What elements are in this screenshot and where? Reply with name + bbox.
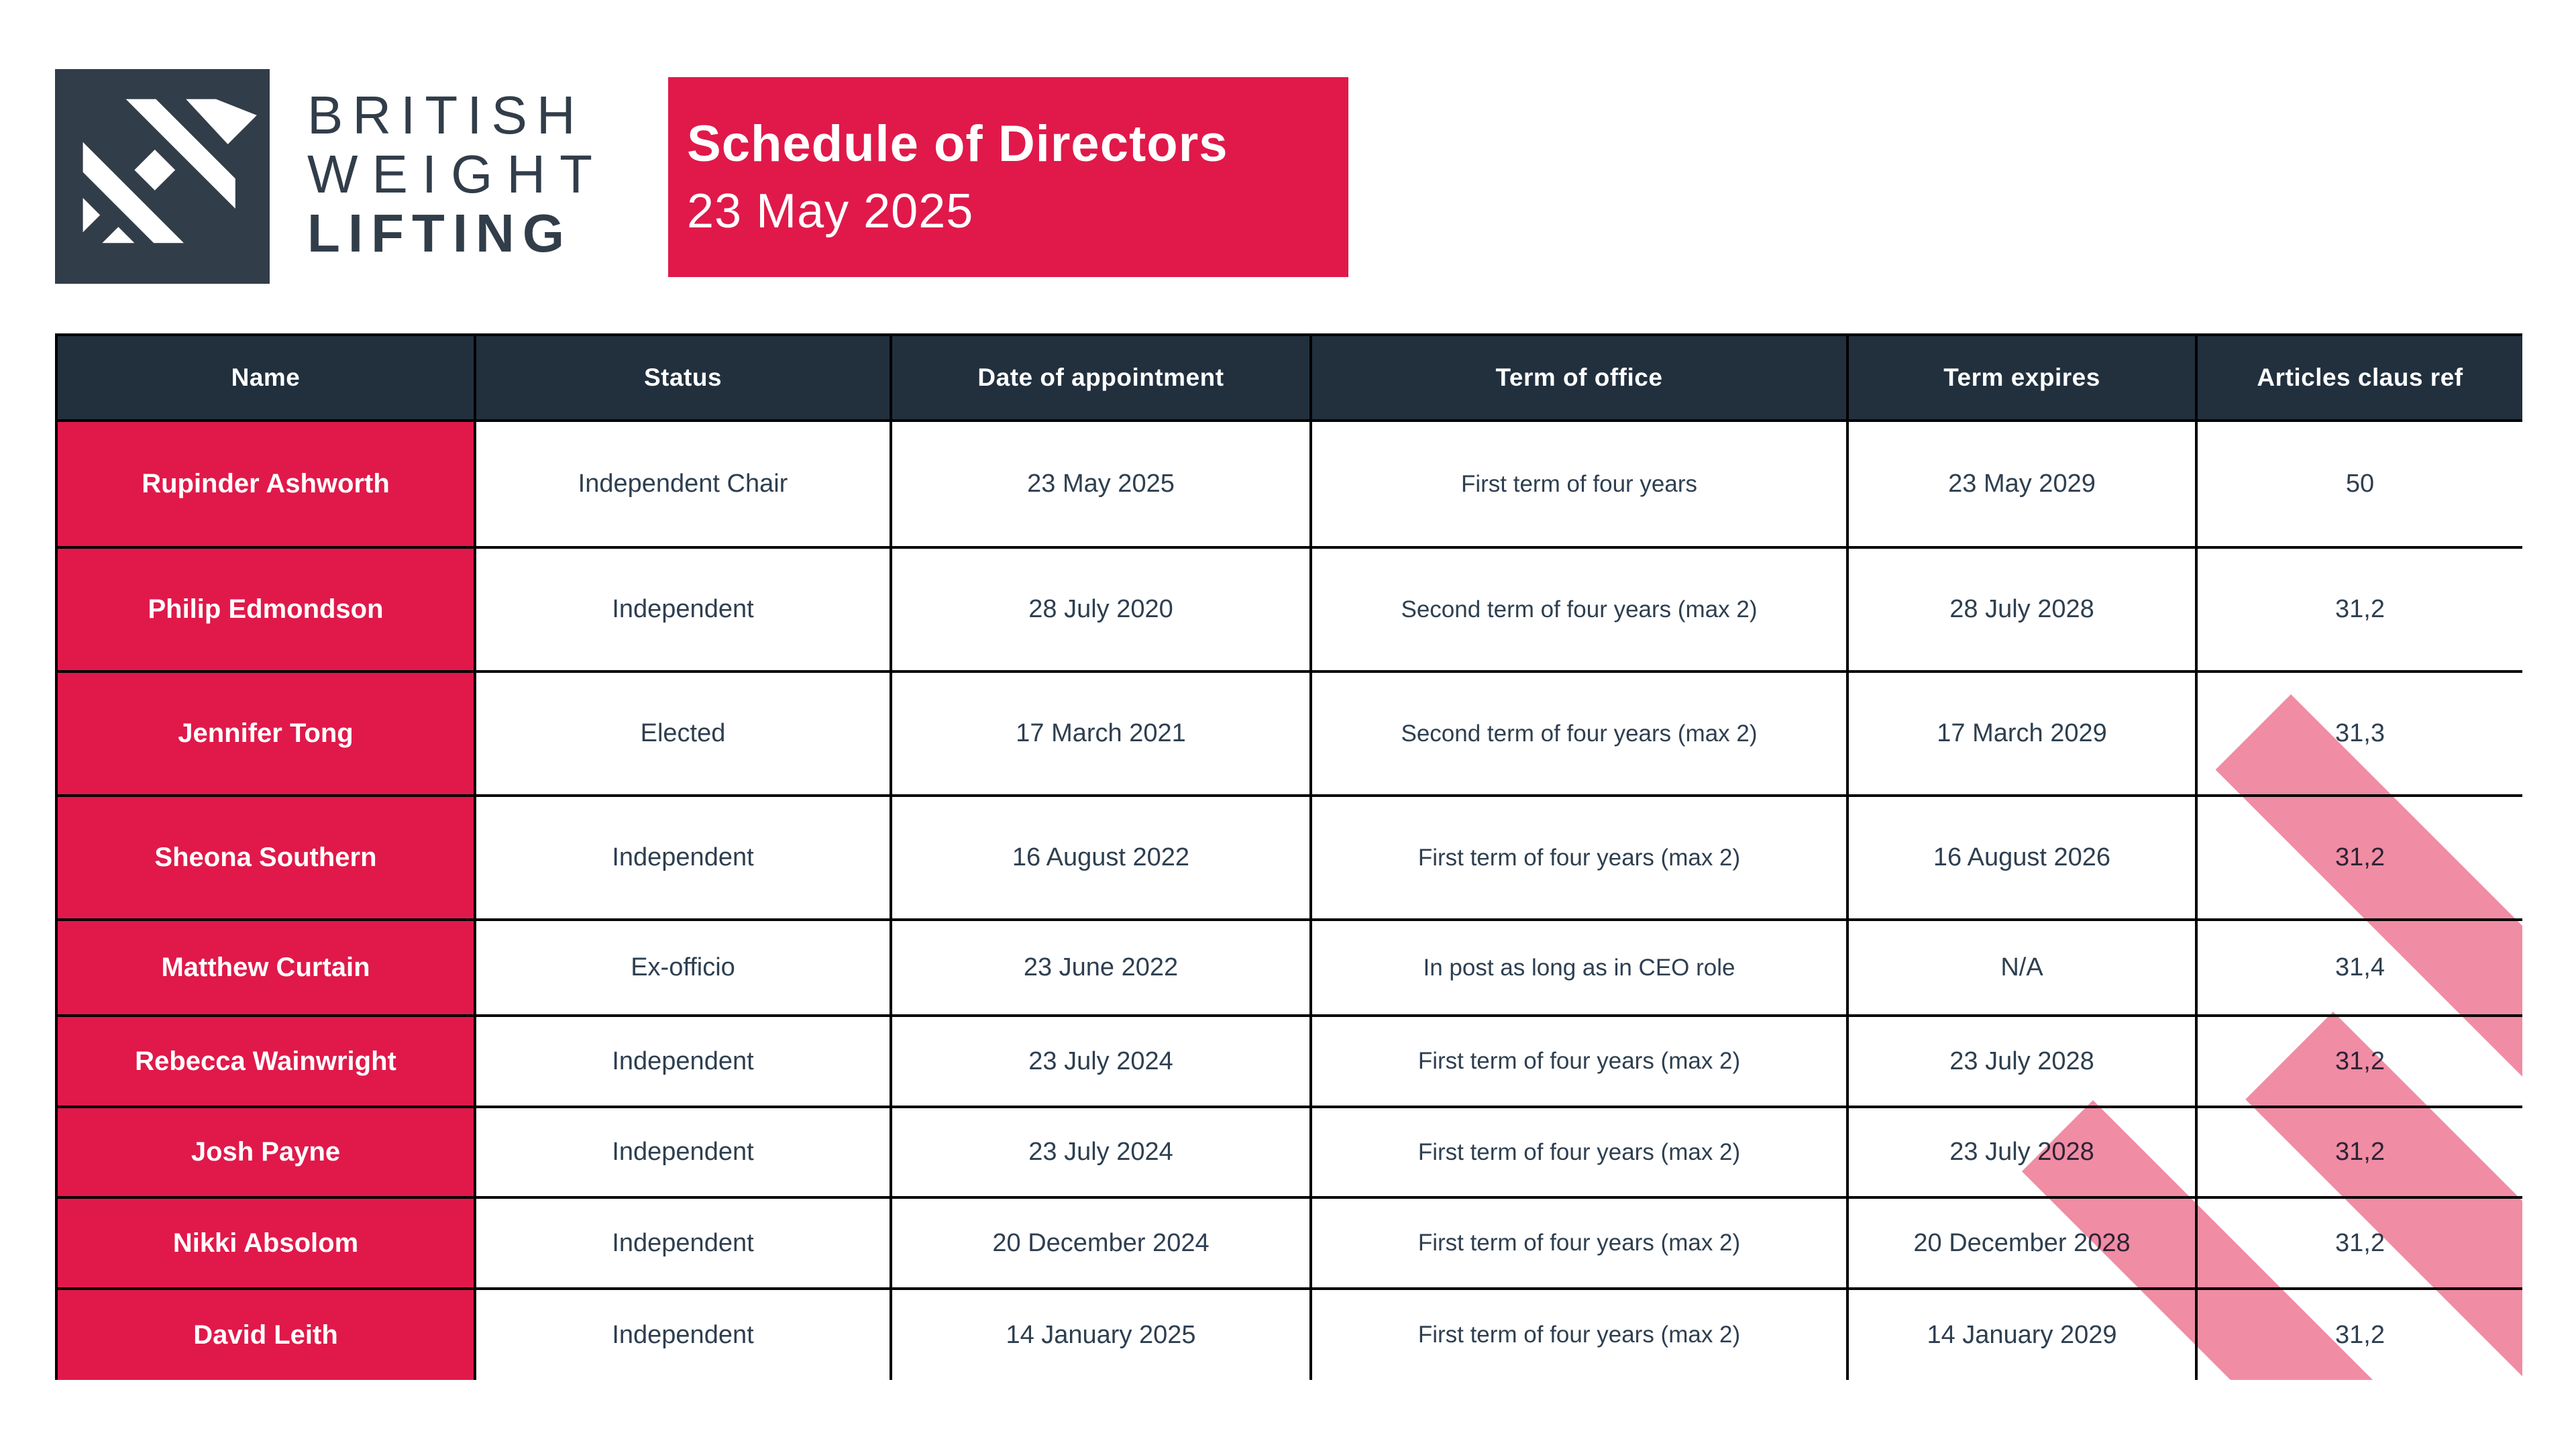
table-row: Rupinder Ashworth Independent Chair 23 M… bbox=[55, 419, 2522, 549]
brand-wordmark-line: LIFTING bbox=[307, 203, 573, 263]
director-name-cell: Sheona Southern bbox=[55, 794, 476, 921]
table-row: Matthew Curtain Ex-officio 23 June 2022 … bbox=[55, 918, 2522, 1017]
table-row: Rebecca Wainwright Independent 23 July 2… bbox=[55, 1014, 2522, 1108]
director-name-cell: Jennifer Tong bbox=[55, 670, 476, 797]
term-expires-cell: 23 July 2028 bbox=[1846, 1106, 2198, 1199]
brand-wordmark-line: BRITISH bbox=[307, 85, 585, 145]
column-header: Articles claus ref bbox=[2195, 333, 2522, 422]
appointment-date-cell: 17 March 2021 bbox=[890, 670, 1312, 797]
term-expires-cell: N/A bbox=[1846, 918, 2198, 1017]
term-of-office-cell: First term of four years (max 2) bbox=[1309, 1014, 1849, 1108]
table-row: David Leith Independent 14 January 2025 … bbox=[55, 1287, 2522, 1380]
term-expires-cell: 28 July 2028 bbox=[1846, 546, 2198, 673]
brand-wordmark-line: WEIGHT bbox=[307, 144, 606, 204]
table-row: Sheona Southern Independent 16 August 20… bbox=[55, 794, 2522, 921]
column-header: Name bbox=[55, 333, 476, 422]
bwl-logo-icon bbox=[55, 69, 270, 284]
brand-wordmark: BRITISH WEIGHT LIFTING bbox=[307, 86, 606, 263]
status-cell: Ex-officio bbox=[474, 918, 892, 1017]
director-name-cell: Rupinder Ashworth bbox=[55, 419, 476, 549]
column-header: Status bbox=[474, 333, 892, 422]
status-cell: Independent bbox=[474, 794, 892, 921]
status-cell: Independent bbox=[474, 1014, 892, 1108]
appointment-date-cell: 23 July 2024 bbox=[890, 1014, 1312, 1108]
term-of-office-cell: Second term of four years (max 2) bbox=[1309, 670, 1849, 797]
articles-ref-cell: 31,3 bbox=[2195, 670, 2522, 797]
director-name-cell: Rebecca Wainwright bbox=[55, 1014, 476, 1108]
appointment-date-cell: 23 June 2022 bbox=[890, 918, 1312, 1017]
term-expires-cell: 20 December 2028 bbox=[1846, 1196, 2198, 1290]
column-header: Term of office bbox=[1309, 333, 1849, 422]
term-expires-cell: 17 March 2029 bbox=[1846, 670, 2198, 797]
articles-ref-cell: 31,2 bbox=[2195, 1106, 2522, 1199]
articles-ref-cell: 31,2 bbox=[2195, 1196, 2522, 1290]
directors-table: Name Status Date of appointment Term of off… bbox=[55, 333, 2522, 1380]
column-header: Date of appointment bbox=[890, 333, 1312, 422]
articles-ref-cell: 50 bbox=[2195, 419, 2522, 549]
term-expires-cell: 23 May 2029 bbox=[1846, 419, 2198, 549]
status-cell: Independent bbox=[474, 1106, 892, 1199]
term-of-office-cell: First term of four years (max 2) bbox=[1309, 1287, 1849, 1380]
director-name-cell: Matthew Curtain bbox=[55, 918, 476, 1017]
director-name-cell: Philip Edmondson bbox=[55, 546, 476, 673]
appointment-date-cell: 23 July 2024 bbox=[890, 1106, 1312, 1199]
table-row: Philip Edmondson Independent 28 July 202… bbox=[55, 546, 2522, 673]
term-expires-cell: 23 July 2028 bbox=[1846, 1014, 2198, 1108]
articles-ref-cell: 31,2 bbox=[2195, 1287, 2522, 1380]
director-name-cell: Nikki Absolom bbox=[55, 1196, 476, 1290]
status-cell: Elected bbox=[474, 670, 892, 797]
term-expires-cell: 16 August 2026 bbox=[1846, 794, 2198, 921]
term-of-office-cell: First term of four years (max 2) bbox=[1309, 1196, 1849, 1290]
directors-table-wrap: Name Status Date of appointment Term of off… bbox=[55, 333, 2522, 1380]
articles-ref-cell: 31,2 bbox=[2195, 546, 2522, 673]
appointment-date-cell: 16 August 2022 bbox=[890, 794, 1312, 921]
table-row: Josh Payne Independent 23 July 2024 Firs… bbox=[55, 1106, 2522, 1199]
appointment-date-cell: 14 January 2025 bbox=[890, 1287, 1312, 1380]
table-row: Nikki Absolom Independent 20 December 20… bbox=[55, 1196, 2522, 1290]
articles-ref-cell: 31,2 bbox=[2195, 794, 2522, 921]
bwl-logo bbox=[55, 68, 270, 284]
term-of-office-cell: First term of four years bbox=[1309, 419, 1849, 549]
articles-ref-cell: 31,2 bbox=[2195, 1014, 2522, 1108]
term-of-office-cell: In post as long as in CEO role bbox=[1309, 918, 1849, 1017]
appointment-date-cell: 20 December 2024 bbox=[890, 1196, 1312, 1290]
director-name-cell: Josh Payne bbox=[55, 1106, 476, 1199]
page-date: 23 May 2025 bbox=[687, 184, 974, 238]
term-expires-cell: 14 January 2029 bbox=[1846, 1287, 2198, 1380]
table-header-row: Name Status Date of appointment Term of off… bbox=[55, 333, 2522, 422]
status-cell: Independent Chair bbox=[474, 419, 892, 549]
column-header: Term expires bbox=[1846, 333, 2198, 422]
status-cell: Independent bbox=[474, 1196, 892, 1290]
appointment-date-cell: 28 July 2020 bbox=[890, 546, 1312, 673]
appointment-date-cell: 23 May 2025 bbox=[890, 419, 1312, 549]
term-of-office-cell: First term of four years (max 2) bbox=[1309, 794, 1849, 921]
page-title: Schedule of Directors bbox=[687, 115, 1228, 172]
table-row: Jennifer Tong Elected 17 March 2021 Seco… bbox=[55, 670, 2522, 797]
status-cell: Independent bbox=[474, 546, 892, 673]
articles-ref-cell: 31,4 bbox=[2195, 918, 2522, 1017]
term-of-office-cell: First term of four years (max 2) bbox=[1309, 1106, 1849, 1199]
status-cell: Independent bbox=[474, 1287, 892, 1380]
title-banner: Schedule of Directors 23 May 2025 bbox=[668, 77, 1348, 277]
term-of-office-cell: Second term of four years (max 2) bbox=[1309, 546, 1849, 673]
director-name-cell: David Leith bbox=[55, 1287, 476, 1380]
